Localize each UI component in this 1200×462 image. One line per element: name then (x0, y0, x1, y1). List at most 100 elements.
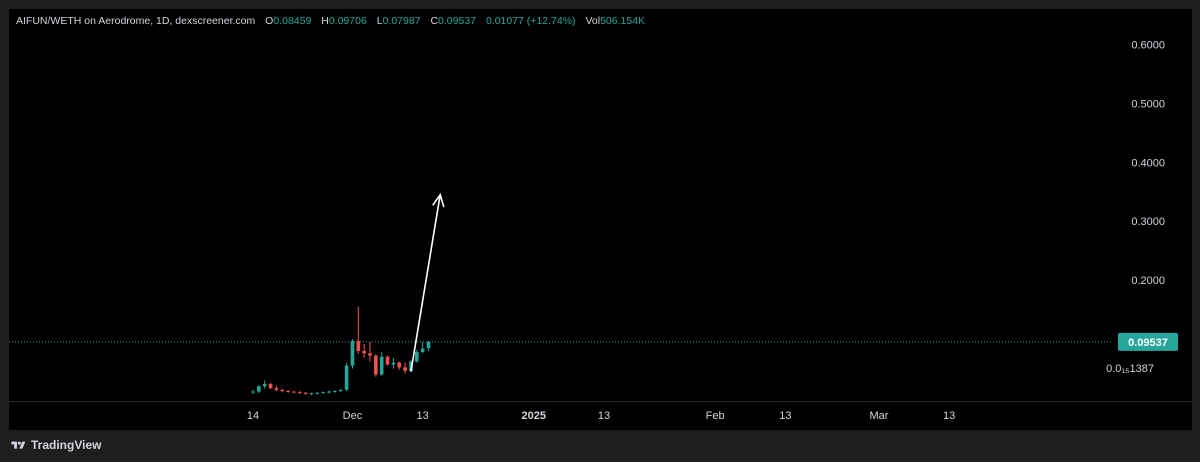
candle-body (426, 341, 431, 349)
price-tick-label: 0.2000 (1131, 275, 1165, 287)
time-axis[interactable] (9, 401, 1192, 430)
time-tick-label: 13 (598, 410, 610, 422)
candle-body (391, 362, 396, 365)
candle[interactable] (374, 354, 378, 377)
time-tick-label: 13 (417, 410, 429, 422)
candle[interactable] (403, 362, 407, 374)
plot-area[interactable] (9, 9, 1112, 401)
candle[interactable] (315, 392, 320, 395)
high-label: H (321, 15, 329, 27)
candle[interactable] (280, 388, 285, 393)
current-price-label: 0.09537 (1128, 337, 1168, 349)
volume-value: 506.154K (600, 15, 646, 27)
annotation-arrow[interactable] (410, 192, 445, 372)
time-tick-label: 14 (247, 410, 259, 422)
current-price-tag: 0.09537 (1118, 332, 1178, 351)
candle-body (286, 390, 290, 392)
symbol-title[interactable]: AIFUN/WETH on Aerodrome, 1D, dexscreener… (16, 15, 256, 27)
candle[interactable] (298, 390, 302, 394)
candle[interactable] (397, 361, 402, 370)
candle[interactable] (274, 385, 279, 391)
low-value: 0.07987 (382, 15, 421, 27)
price-tick-label: 0.6000 (1131, 39, 1165, 51)
arrow-shaft (410, 194, 441, 372)
arrow-head (432, 192, 445, 208)
time-tick-label: Feb (706, 410, 725, 422)
price-tick-label: 0.3000 (1131, 216, 1165, 228)
candle-body (403, 367, 407, 371)
candle-body (350, 340, 355, 366)
candle[interactable] (251, 389, 255, 394)
price-tick-label: 0.5000 (1131, 98, 1165, 110)
candle-body (274, 388, 279, 390)
tradingview-brand: TradingView (31, 438, 102, 452)
candle[interactable] (362, 343, 366, 358)
candle[interactable] (350, 339, 355, 369)
time-tick-label: 13 (779, 410, 791, 422)
candle[interactable] (344, 362, 349, 391)
candle-body (397, 362, 402, 368)
candle[interactable] (321, 391, 325, 394)
candle-body (327, 391, 331, 393)
candle-body (292, 391, 296, 393)
candle-body (415, 352, 419, 362)
close-label: C (430, 15, 439, 27)
time-tick-label: Dec (343, 410, 363, 422)
candle-body (420, 348, 425, 353)
candle-body (280, 389, 285, 391)
close-value: 0.09537 (438, 15, 477, 27)
low-label: L (376, 15, 383, 27)
candle[interactable] (420, 342, 425, 354)
price-tick-label-bottom: 0.0₁₅1387 (1106, 363, 1154, 375)
candle[interactable] (262, 380, 267, 389)
candle-body (262, 383, 267, 387)
candle-body (409, 361, 413, 371)
candle-body (309, 393, 314, 395)
candle[interactable] (327, 390, 331, 394)
candle[interactable] (356, 306, 361, 354)
candle-body (338, 389, 343, 391)
candle[interactable] (286, 389, 290, 393)
candle[interactable] (338, 389, 343, 393)
candle[interactable] (368, 342, 372, 362)
tradingview-logo-icon (11, 441, 26, 449)
candle-body (321, 392, 325, 394)
candle[interactable] (292, 390, 296, 394)
candle[interactable] (333, 390, 337, 393)
time-tick-label: 13 (943, 410, 955, 422)
high-value: 0.09706 (328, 15, 367, 27)
candle[interactable] (257, 385, 261, 394)
candle-body (379, 356, 384, 375)
candle[interactable] (391, 357, 396, 369)
candle-body (251, 391, 255, 393)
candle-body (368, 353, 372, 356)
candle-body (257, 386, 261, 392)
time-tick-label: 2025 (522, 410, 546, 422)
candle[interactable] (385, 355, 390, 366)
candle-body (333, 390, 337, 392)
candle[interactable] (415, 349, 419, 363)
open-value: 0.08459 (273, 15, 312, 27)
price-tick-label: 0.4000 (1131, 157, 1165, 169)
candle-body (362, 350, 366, 354)
time-tick-label: Mar (869, 410, 888, 422)
candle[interactable] (309, 392, 314, 396)
volume-label: Vol (585, 15, 601, 27)
candle-body (268, 383, 273, 389)
change-value: 0.01077 (+12.74%) (485, 15, 576, 27)
candle[interactable] (426, 340, 431, 351)
candle-body (315, 392, 320, 394)
candle-body (303, 392, 308, 394)
candle-body (374, 355, 378, 375)
candle-body (356, 340, 361, 351)
candle-body (344, 365, 349, 390)
candle[interactable] (268, 382, 273, 390)
candle-body (298, 392, 302, 394)
candle-body (385, 356, 390, 365)
ohlc-legend: AIFUN/WETH on Aerodrome, 1D, dexscreener… (16, 15, 645, 27)
candle[interactable] (303, 392, 308, 395)
tradingview-branding[interactable]: TradingView (10, 438, 101, 452)
candle[interactable] (379, 352, 384, 376)
open-label: O (265, 15, 274, 27)
